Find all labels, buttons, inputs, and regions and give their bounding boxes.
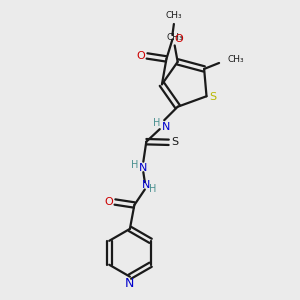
- Text: N: N: [139, 163, 148, 173]
- Text: N: N: [161, 122, 170, 132]
- Text: O: O: [175, 34, 183, 44]
- Text: N: N: [142, 180, 151, 190]
- Text: S: S: [209, 92, 217, 102]
- Text: CH₃: CH₃: [227, 56, 244, 64]
- Text: CH₃: CH₃: [166, 11, 182, 20]
- Text: O: O: [136, 51, 145, 61]
- Text: CH₃: CH₃: [167, 33, 183, 42]
- Text: H: H: [131, 160, 138, 170]
- Text: O: O: [104, 197, 113, 207]
- Text: H: H: [149, 184, 157, 194]
- Text: H: H: [153, 118, 160, 128]
- Text: S: S: [172, 137, 179, 147]
- Text: N: N: [125, 277, 135, 290]
